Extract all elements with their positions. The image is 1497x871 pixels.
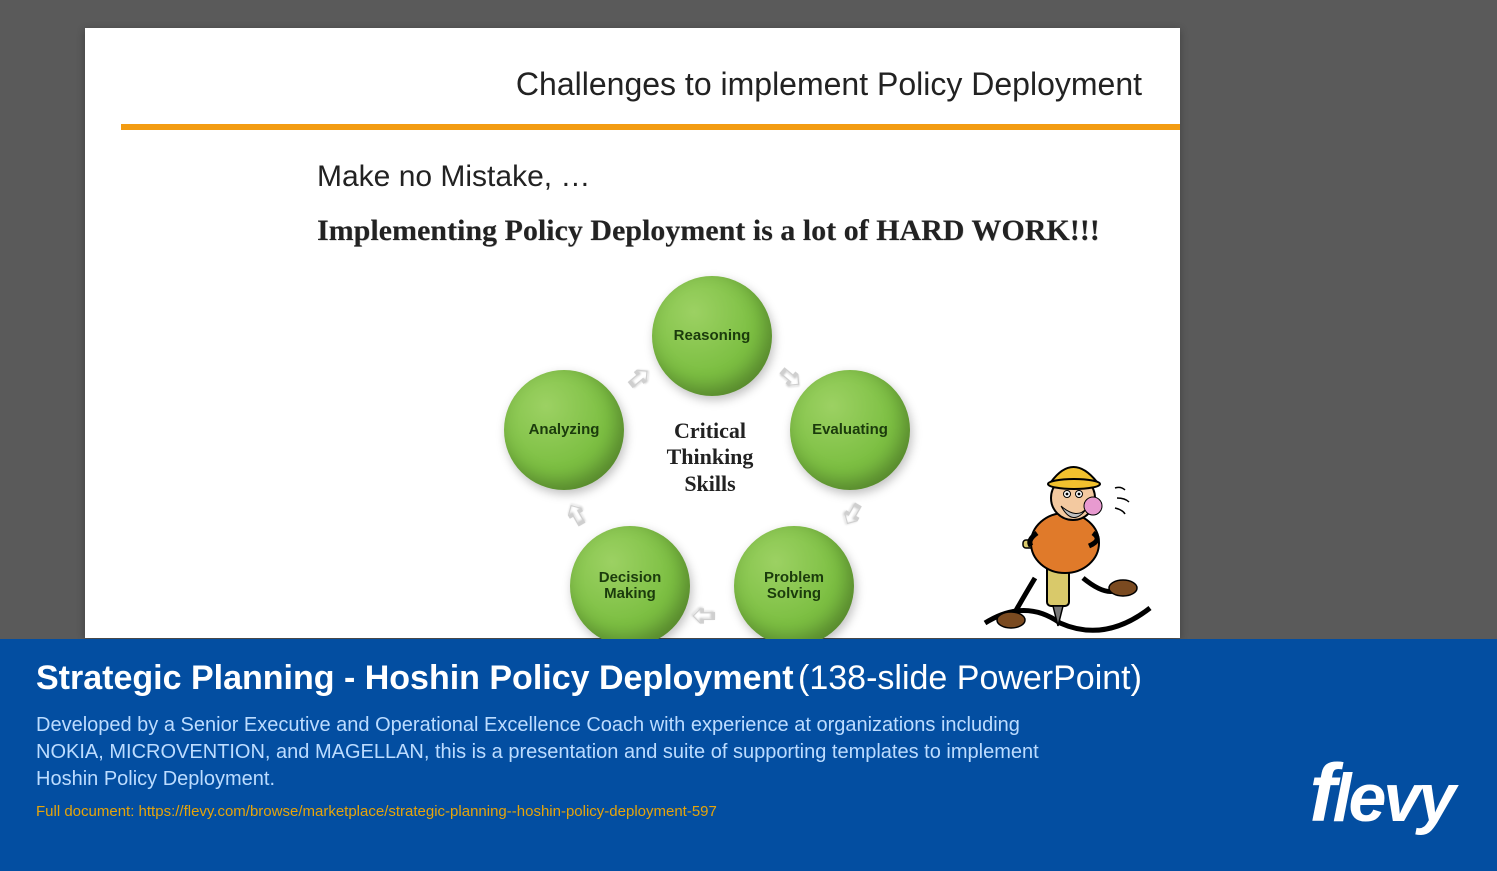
torso-icon — [1031, 513, 1099, 573]
logo-rest: levy — [1333, 759, 1453, 837]
bubble-decision: Decision Making — [570, 526, 690, 646]
cycle-arrow-icon: ➪ — [616, 354, 661, 400]
bubble-problem: Problem Solving — [734, 526, 854, 646]
banner-title: Strategic Planning - Hoshin Policy Deplo… — [36, 659, 1461, 698]
bubblegum-icon — [1084, 497, 1102, 515]
slide-line-1: Make no Mistake, … — [317, 160, 590, 194]
slide-title: Challenges to implement Policy Deploymen… — [516, 66, 1142, 103]
slide: Challenges to implement Policy Deploymen… — [85, 28, 1180, 638]
slide-line-2: Implementing Policy Deployment is a lot … — [317, 214, 1100, 248]
logo-lead: f — [1309, 761, 1332, 827]
bubble-evaluating: Evaluating — [790, 370, 910, 490]
diagram-center-label: Critical Thinking Skills — [650, 418, 770, 497]
bubble-analyzing: Analyzing — [504, 370, 624, 490]
boot-icon — [1109, 580, 1137, 596]
flevy-logo: f levy — [1309, 759, 1453, 837]
banner-description: Developed by a Senior Executive and Oper… — [36, 712, 1086, 793]
cycle-arrow-icon: ➪ — [552, 494, 598, 536]
title-rule — [121, 124, 1180, 130]
bubble-reasoning: Reasoning — [652, 276, 772, 396]
cycle-arrow-icon: ➪ — [690, 598, 717, 636]
footer-banner: Strategic Planning - Hoshin Policy Deplo… — [0, 639, 1497, 871]
banner-link[interactable]: Full document: https://flevy.com/browse/… — [36, 803, 1461, 820]
banner-title-light: (138-slide PowerPoint) — [798, 659, 1142, 697]
jackhammer-worker-illustration — [965, 428, 1165, 638]
cycle-arrow-icon: ➪ — [830, 494, 876, 536]
boot-icon — [997, 612, 1025, 628]
banner-title-bold: Strategic Planning - Hoshin Policy Deplo… — [36, 659, 794, 697]
critical-thinking-diagram: Critical Thinking Skills Reasoning Analy… — [490, 258, 900, 658]
